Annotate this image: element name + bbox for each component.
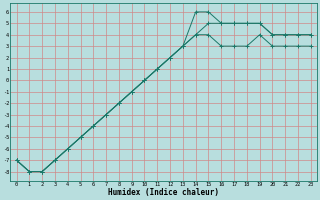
X-axis label: Humidex (Indice chaleur): Humidex (Indice chaleur) [108, 188, 219, 197]
